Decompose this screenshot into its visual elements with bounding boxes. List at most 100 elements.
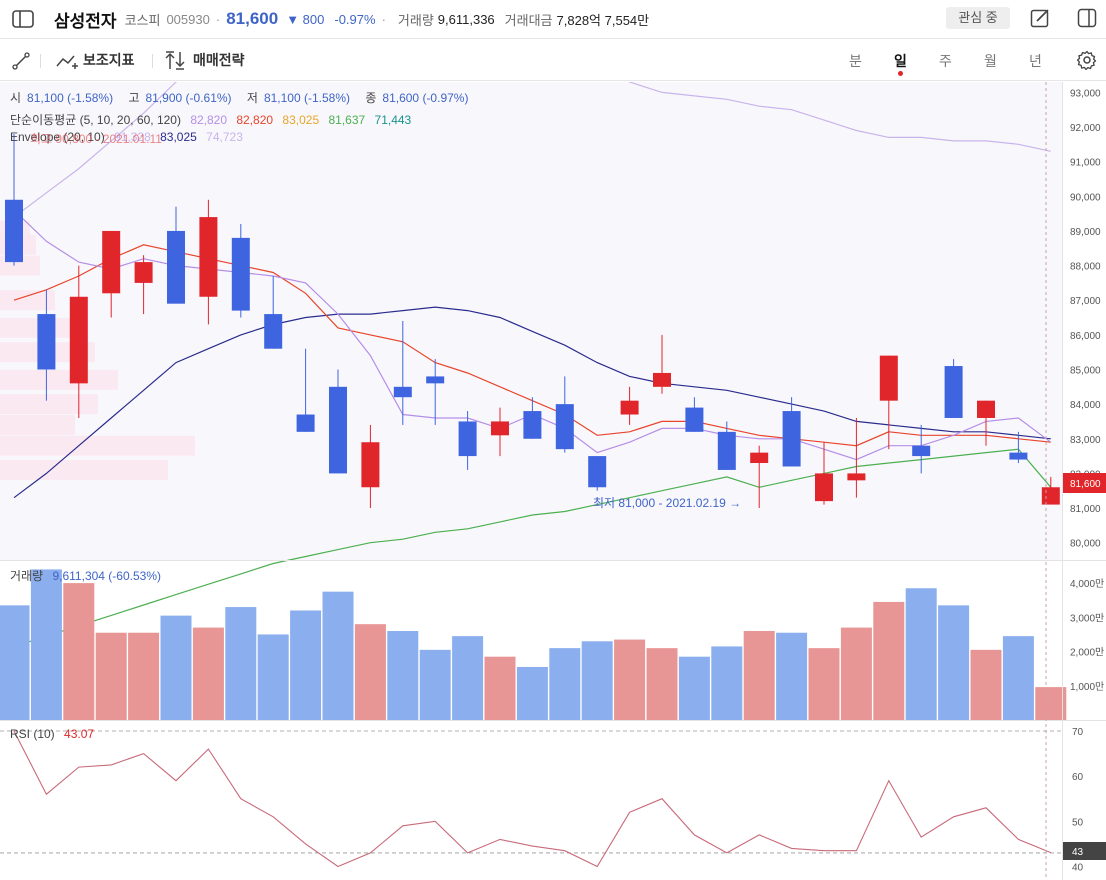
ma60-line (13, 448, 1052, 648)
stock-code: 005930 (166, 11, 210, 27)
volume-bar (322, 591, 354, 720)
period-year-tab[interactable]: 년 (1029, 53, 1042, 69)
strategy-button[interactable]: 매매전략 (193, 52, 245, 68)
candlesticks[interactable] (5, 133, 1060, 509)
candle-body (296, 414, 315, 432)
volume-bar (30, 569, 62, 720)
period-week-tab[interactable]: 주 (939, 53, 952, 69)
volume-bar (516, 666, 548, 720)
rsi-axis-tick: 50 (1072, 817, 1084, 828)
stock-name[interactable]: 삼성전자 (54, 11, 117, 31)
volume-legend-label: 거래량 (10, 569, 44, 583)
candle-body (653, 372, 671, 387)
volume-bar (160, 615, 192, 720)
low-value: 81,100 (-1.58%) (263, 91, 351, 105)
open-label: 시 (10, 91, 22, 105)
indicator-icon[interactable] (56, 52, 78, 70)
candle-body (167, 230, 185, 304)
candle-body (879, 355, 898, 401)
price-axis-tick: 87,000 (1070, 296, 1101, 307)
high-label: 고 (128, 91, 140, 105)
candle-body (1009, 452, 1028, 460)
volume-bars[interactable] (0, 569, 1067, 720)
volume-bar (776, 632, 808, 720)
volume-bar (95, 632, 127, 720)
candle-body (361, 442, 380, 488)
price-axis-tick: 85,000 (1070, 365, 1101, 376)
close-label: 종 (365, 91, 377, 105)
indicator-button[interactable]: 보조지표 (83, 52, 135, 68)
ma10-value: 82,820 (236, 113, 274, 127)
volume-bar (387, 631, 419, 720)
volume-label: 거래량 (397, 12, 434, 28)
volume-profile-bar (0, 414, 75, 435)
volume-value: 9,611,336 (437, 11, 495, 27)
volume-bar (614, 639, 646, 720)
open-value: 81,100 (-1.58%) (27, 91, 114, 105)
ma-label: 단순이동평균 (5, 10, 20, 60, 120) (10, 113, 181, 127)
strategy-icon[interactable] (165, 51, 187, 70)
ma120-value: 71,443 (374, 113, 412, 127)
low-label: 저 (246, 91, 258, 105)
ma20-value: 83,025 (282, 113, 320, 127)
volume-bar (128, 632, 160, 720)
drawing-tool-icon[interactable] (12, 52, 30, 70)
last-price-tag-bg (1063, 473, 1106, 493)
volume-profile (0, 220, 195, 480)
sidebar-toggle-icon[interactable] (12, 10, 34, 28)
chart-toolbar: 보조지표 매매전략 분 일 주 월 년 (0, 40, 1106, 81)
stock-chart[interactable]: 80,00081,00082,00083,00084,00085,00086,0… (0, 82, 1106, 880)
market-label: 코스피 (124, 12, 161, 28)
edit-icon[interactable] (1030, 8, 1050, 28)
panel-toggle-icon[interactable] (1077, 8, 1097, 28)
watchlist-button[interactable]: 관심 중 (946, 7, 1010, 29)
ohlc-legend: 시 81,100 (-1.58%) 고 81,900 (-0.61%) 저 81,10… (10, 89, 474, 106)
candle-body (134, 262, 153, 283)
period-minute-tab[interactable]: 분 (849, 53, 862, 69)
rsi-axis-tick: 70 (1072, 727, 1084, 738)
volume-bar (873, 601, 905, 720)
volume-axis-tick: 2,000만 (1070, 647, 1104, 659)
volume-bar (1035, 687, 1067, 720)
volume-bar (354, 624, 386, 720)
volume-profile-bar (0, 290, 55, 311)
volume-bar (743, 631, 775, 720)
envelope-upper-line (13, 82, 1051, 218)
volume-bar (840, 627, 872, 720)
settings-gear-icon[interactable] (1077, 50, 1097, 70)
candle-body (37, 314, 56, 370)
volume-profile-bar (0, 394, 98, 415)
envelope-legend: Envelope (20, 10) 91,328 83,025 74,723 (10, 130, 249, 144)
env-mid-value: 83,025 (160, 130, 197, 144)
price-axis-tick: 80,000 (1070, 539, 1101, 550)
volume-bar (419, 649, 451, 720)
volume-profile-bar (0, 459, 168, 480)
volume-bar (549, 648, 581, 720)
volume-bar (646, 648, 678, 720)
volume-profile-bar (0, 369, 118, 390)
rsi-legend: RSI (10) 43.07 (10, 727, 100, 741)
price-axis-tick: 86,000 (1070, 331, 1101, 342)
amount-value: 7,828억 7,554만 (556, 12, 650, 28)
candle-body (102, 230, 121, 294)
price-axis-tick: 89,000 (1070, 227, 1101, 238)
volume-legend-value: 9,611,304 (-60.53%) (52, 569, 161, 583)
rsi-series-line (13, 730, 1052, 868)
toolbar-divider (40, 54, 41, 68)
volume-axis-tick: 3,000만 (1070, 612, 1104, 624)
candle-body (5, 199, 23, 263)
volume-bar (484, 656, 516, 720)
high-value: 81,900 (-0.61%) (145, 91, 232, 105)
separator-dot: · (215, 11, 221, 27)
period-month-tab[interactable]: 월 (984, 53, 997, 69)
candle-body (393, 386, 412, 398)
candle-body (782, 411, 801, 467)
price-axis-tick: 90,000 (1070, 192, 1101, 203)
volume-profile-bar (0, 317, 70, 338)
candle-body (912, 445, 931, 457)
period-day-tab[interactable]: 일 (894, 53, 907, 76)
price-axis-tick: 83,000 (1070, 435, 1101, 446)
rsi-last-tag: 43 (1072, 847, 1084, 858)
env-lower-value: 74,723 (206, 130, 243, 144)
volume-bar (808, 648, 840, 720)
